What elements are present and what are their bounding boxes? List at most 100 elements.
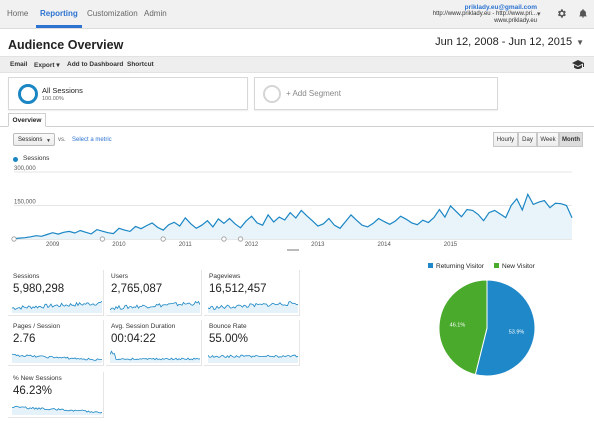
pie-slice-label: 53.9% bbox=[509, 330, 525, 336]
email-button[interactable]: Email bbox=[10, 61, 28, 68]
metric-tile-avg-session-duration[interactable]: Avg. Session Duration 00:04:22 bbox=[106, 320, 202, 366]
sparkline bbox=[208, 354, 298, 363]
metric-tile-users[interactable]: Users 2,765,087 bbox=[106, 270, 202, 316]
sparkline-path bbox=[110, 300, 200, 311]
metric-value: 5,980,298 bbox=[13, 283, 65, 295]
sparkline-path bbox=[110, 350, 200, 361]
x-tick-label: 2009 bbox=[46, 242, 60, 248]
segment-ring-icon bbox=[18, 84, 38, 104]
metric-tile-sessions[interactable]: Sessions 5,980,298 bbox=[8, 270, 104, 316]
sparkline bbox=[12, 353, 102, 363]
segment-all-sessions[interactable]: All Sessions 100.00% bbox=[8, 77, 248, 110]
x-tick-label: 2014 bbox=[377, 242, 391, 248]
granularity-week[interactable]: Week bbox=[537, 132, 559, 147]
chart-resize-handle[interactable] bbox=[287, 249, 299, 251]
metric-tile-pageviews[interactable]: Pageviews 16,512,457 bbox=[204, 270, 300, 316]
sparkline-area bbox=[12, 301, 102, 313]
bell-icon[interactable] bbox=[578, 8, 588, 19]
metric-tile-bounce-rate[interactable]: Bounce Rate 55.00% bbox=[204, 320, 300, 366]
metric-tile-new-sessions[interactable]: % New Sessions 46.23% bbox=[8, 372, 104, 418]
metric-select[interactable]: Sessions ▼ bbox=[13, 133, 55, 146]
granularity-day[interactable]: Day bbox=[518, 132, 537, 147]
sparkline-path bbox=[208, 301, 298, 310]
sparkline-path bbox=[12, 405, 102, 414]
metric-value: 46.23% bbox=[13, 385, 53, 397]
metric-select-label: Sessions bbox=[18, 137, 43, 143]
sessions-area bbox=[14, 194, 572, 239]
add-segment-button[interactable]: + Add Segment bbox=[254, 77, 498, 110]
export-button[interactable]: Export ▾ bbox=[34, 61, 60, 69]
x-tick-label: 2015 bbox=[444, 242, 458, 248]
sessions-legend-label: Sessions bbox=[23, 155, 50, 162]
sparkline bbox=[12, 405, 102, 415]
vs-label: vs. bbox=[58, 137, 66, 143]
legend-swatch bbox=[428, 263, 433, 268]
chevron-down-icon: ▼ bbox=[46, 138, 51, 144]
nav-home[interactable]: Home bbox=[7, 9, 29, 18]
account-email: priklady.eu@gmail.com bbox=[464, 4, 537, 11]
pie-legend-returning[interactable]: Returning Visitor bbox=[428, 263, 484, 270]
annotation-marker[interactable] bbox=[160, 236, 166, 242]
page-title: Audience Overview bbox=[8, 38, 124, 52]
sparkline-path bbox=[208, 354, 298, 359]
metric-value: 16,512,457 bbox=[209, 283, 267, 295]
export-label: Export bbox=[34, 62, 55, 69]
metric-label: % New Sessions bbox=[13, 375, 62, 382]
visitor-type-pie-chart[interactable]: 53.9% 46.1% bbox=[437, 278, 537, 378]
sessions-legend-dot bbox=[13, 157, 18, 162]
pie-slice-label: 46.1% bbox=[450, 322, 466, 328]
add-segment-label: + Add Segment bbox=[286, 89, 341, 98]
x-tick-label: 2010 bbox=[112, 242, 126, 248]
graduation-cap-icon[interactable] bbox=[572, 60, 584, 69]
tab-divider bbox=[0, 126, 594, 127]
granularity-month[interactable]: Month bbox=[559, 132, 583, 147]
annotation-marker[interactable] bbox=[99, 236, 105, 242]
metric-label: Pageviews bbox=[209, 273, 241, 280]
metric-tile-pages-per-session[interactable]: Pages / Session 2.76 bbox=[8, 320, 104, 366]
granularity-hourly[interactable]: Hourly bbox=[493, 132, 518, 147]
annotation-marker[interactable] bbox=[11, 236, 17, 242]
nav-customization[interactable]: Customization bbox=[87, 9, 138, 18]
date-range-label: Jun 12, 2008 - Jun 12, 2015 bbox=[435, 36, 573, 48]
segment-name: All Sessions bbox=[42, 86, 83, 95]
y-tick-label: 300,000 bbox=[14, 166, 36, 172]
metric-value: 55.00% bbox=[209, 333, 249, 345]
chevron-down-icon[interactable]: ▾ bbox=[537, 11, 541, 18]
sparkline bbox=[12, 300, 102, 313]
sessions-line-chart[interactable]: 300,000 150,000 2009 2010 2011 2012 2013 2014 20… bbox=[0, 160, 594, 254]
add-to-dashboard-button[interactable]: Add to Dashboard bbox=[67, 61, 124, 68]
sparkline bbox=[110, 350, 200, 363]
sparkline bbox=[110, 300, 200, 313]
annotation-marker[interactable] bbox=[237, 236, 244, 242]
sparkline-path bbox=[12, 353, 102, 361]
account-switcher[interactable]: priklady.eu@gmail.com http://www.priklad… bbox=[433, 4, 537, 25]
pie-slice-new[interactable] bbox=[438, 279, 488, 376]
shortcut-button[interactable]: Shortcut bbox=[127, 61, 154, 68]
pie-slice-returning[interactable] bbox=[474, 279, 536, 377]
x-tick-label: 2011 bbox=[179, 242, 193, 248]
metric-value: 2.76 bbox=[13, 333, 36, 345]
sparkline-area bbox=[110, 351, 200, 363]
gear-icon[interactable] bbox=[556, 8, 567, 19]
top-nav: Home Reporting Customization Admin prikl… bbox=[0, 0, 594, 29]
sparkline-path bbox=[12, 300, 102, 310]
select-metric-link[interactable]: Select a metric bbox=[72, 137, 112, 143]
pie-legend-new[interactable]: New Visitor bbox=[494, 263, 535, 270]
date-range-picker[interactable]: Jun 12, 2008 - Jun 12, 2015 ▼ bbox=[435, 36, 584, 48]
legend-swatch bbox=[494, 263, 499, 268]
tab-overview[interactable]: Overview bbox=[8, 113, 46, 127]
sparkline bbox=[208, 301, 298, 313]
segment-percentage: 100.00% bbox=[42, 96, 64, 102]
metric-label: Bounce Rate bbox=[209, 323, 247, 330]
account-property: http://www.priklady.eu - http://www.pri.… bbox=[432, 11, 537, 17]
chevron-down-icon: ▼ bbox=[576, 38, 584, 47]
sparkline-area bbox=[12, 354, 102, 363]
metric-label: Pages / Session bbox=[13, 323, 60, 330]
report-toolbar: Email Export ▾ Add to Dashboard Shortcut bbox=[0, 56, 594, 73]
annotation-marker[interactable] bbox=[221, 236, 227, 242]
metric-label: Users bbox=[111, 273, 128, 280]
nav-reporting[interactable]: Reporting bbox=[36, 9, 82, 28]
legend-label: New Visitor bbox=[502, 263, 535, 270]
nav-admin[interactable]: Admin bbox=[144, 9, 167, 18]
sparkline-area bbox=[208, 355, 298, 363]
